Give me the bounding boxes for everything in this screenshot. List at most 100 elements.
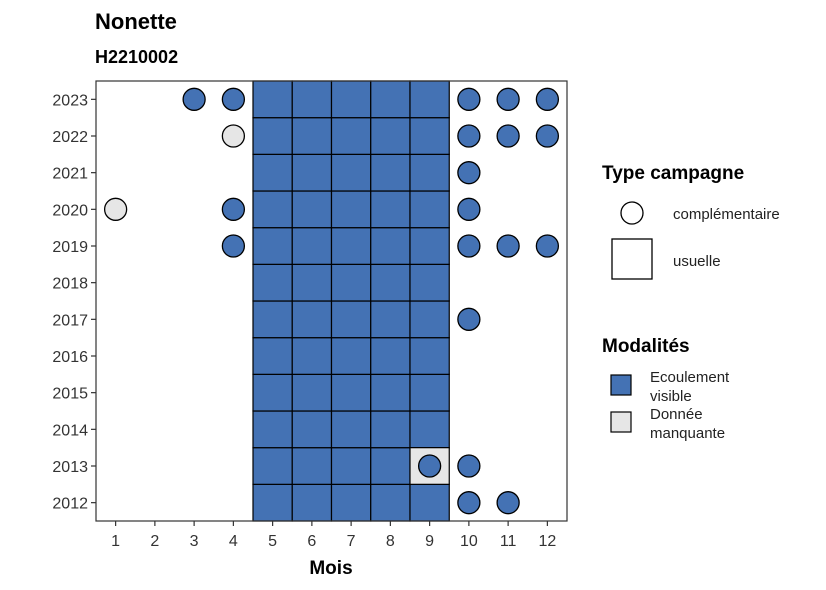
tile-2017-9 (409, 300, 450, 339)
point-2022-4 (221, 124, 246, 148)
x-axis: 1 2 3 4 5 6 7 8 9 10 11 12 (111, 521, 556, 550)
tile-2020-5 (252, 190, 293, 229)
point-2013-10 (457, 454, 481, 478)
tile-2022-7 (330, 117, 372, 155)
point-2022-11 (496, 124, 520, 148)
point-2012-11 (496, 491, 520, 515)
tile-2018-7 (330, 263, 372, 302)
x-tick-label: 6 (307, 533, 316, 550)
tile-2016-7 (330, 337, 372, 375)
point-2019-10 (457, 234, 481, 258)
y-tick-label: 2017 (52, 312, 88, 329)
point-2020-10 (457, 197, 481, 221)
x-axis-title: Mois (309, 558, 352, 579)
tile-2012-6 (291, 483, 333, 522)
legend-key-ecoulement (610, 374, 632, 396)
point-2019-12 (535, 234, 560, 258)
tile-2021-5 (252, 153, 293, 192)
legend-type-campagne: Type campagne complémentaire usuelle (602, 163, 780, 280)
legend-modalites-title: Modalités (602, 336, 690, 357)
legend-modalites: Modalités Ecoulement visible Donnée manq… (602, 336, 730, 442)
tile-2016-9 (409, 337, 450, 375)
tile-2023-7 (330, 80, 372, 119)
x-tick-label: 4 (229, 533, 238, 550)
tile-2015-5 (252, 373, 293, 412)
tile-2015-9 (409, 373, 450, 412)
tile-2023-5 (252, 80, 293, 119)
point-2023-4 (221, 87, 246, 111)
tile-2018-8 (370, 263, 411, 302)
legend-key-donnee-manquante (610, 411, 632, 433)
point-2022-10 (457, 124, 481, 148)
tile-2023-8 (370, 80, 411, 119)
point-2020-1 (103, 197, 128, 221)
tile-2012-8 (370, 483, 411, 522)
tile-2021-6 (291, 153, 333, 192)
plot-border (95, 80, 568, 522)
y-tick-label: 2023 (52, 92, 88, 109)
tile-2016-6 (291, 337, 333, 375)
chart-subtitle: H2210002 (95, 47, 178, 67)
tile-2020-7 (330, 190, 372, 229)
tile-2021-7 (330, 153, 372, 192)
legend-usuelle-label: usuelle (673, 253, 721, 270)
point-2019-4 (221, 234, 246, 258)
usuelle-tiles (252, 80, 450, 522)
tile-2020-6 (291, 190, 333, 229)
tile-2022-8 (370, 117, 411, 155)
y-tick-label: 2018 (52, 276, 88, 293)
tile-2023-6 (291, 80, 333, 119)
tile-2019-6 (291, 227, 333, 265)
tile-2014-8 (370, 410, 411, 449)
point-2023-3 (182, 87, 206, 111)
tile-2014-7 (330, 410, 372, 449)
point-2012-10 (457, 491, 481, 515)
x-tick-label: 10 (460, 533, 478, 550)
y-tick-label: 2022 (52, 129, 88, 146)
legend-type-title: Type campagne (602, 163, 744, 184)
legend-ecoulement-label-line2: visible (650, 388, 692, 405)
point-2020-4 (221, 197, 246, 221)
tile-2019-7 (330, 227, 372, 265)
tile-2020-9 (409, 190, 450, 229)
x-tick-label: 1 (111, 533, 120, 550)
x-tick-label: 7 (347, 533, 356, 550)
tile-2022-9 (409, 117, 450, 155)
y-tick-label: 2014 (52, 422, 88, 439)
tile-2012-9 (409, 483, 450, 522)
point-2023-11 (496, 87, 520, 111)
x-tick-label: 2 (150, 533, 159, 550)
tile-2020-8 (370, 190, 411, 229)
tile-2014-5 (252, 410, 293, 449)
tile-2014-6 (291, 410, 333, 449)
point-2013-9 (417, 454, 442, 478)
tile-2016-8 (370, 337, 411, 375)
tile-2022-6 (291, 117, 333, 155)
x-tick-label: 9 (425, 533, 434, 550)
tile-2021-8 (370, 153, 411, 192)
legend-ecoulement-label-line1: Ecoulement (650, 369, 730, 386)
y-tick-label: 2013 (52, 459, 88, 476)
y-tick-label: 2016 (52, 349, 88, 366)
y-tick-label: 2020 (52, 202, 88, 219)
chart-title: Nonette (95, 9, 177, 34)
tile-2018-5 (252, 263, 293, 302)
tile-2015-8 (370, 373, 411, 412)
point-2021-10 (457, 161, 481, 185)
tile-2017-8 (370, 300, 411, 339)
point-2023-12 (535, 87, 560, 111)
legend-complementaire-label: complémentaire (673, 206, 780, 223)
tile-2022-5 (252, 117, 293, 155)
complementaire-points (103, 87, 560, 515)
tile-2018-6 (291, 263, 333, 302)
point-2023-10 (457, 87, 481, 111)
x-tick-label: 3 (190, 533, 199, 550)
point-2022-12 (535, 124, 560, 148)
x-tick-label: 12 (538, 533, 556, 550)
tile-2018-9 (409, 263, 450, 302)
y-tick-label: 2012 (52, 496, 88, 513)
y-tick-label: 2015 (52, 386, 88, 403)
tile-2017-7 (330, 300, 372, 339)
y-axis: 2012 2013 2014 2015 2016 2017 2018 2019 2020 2021… (52, 92, 96, 513)
